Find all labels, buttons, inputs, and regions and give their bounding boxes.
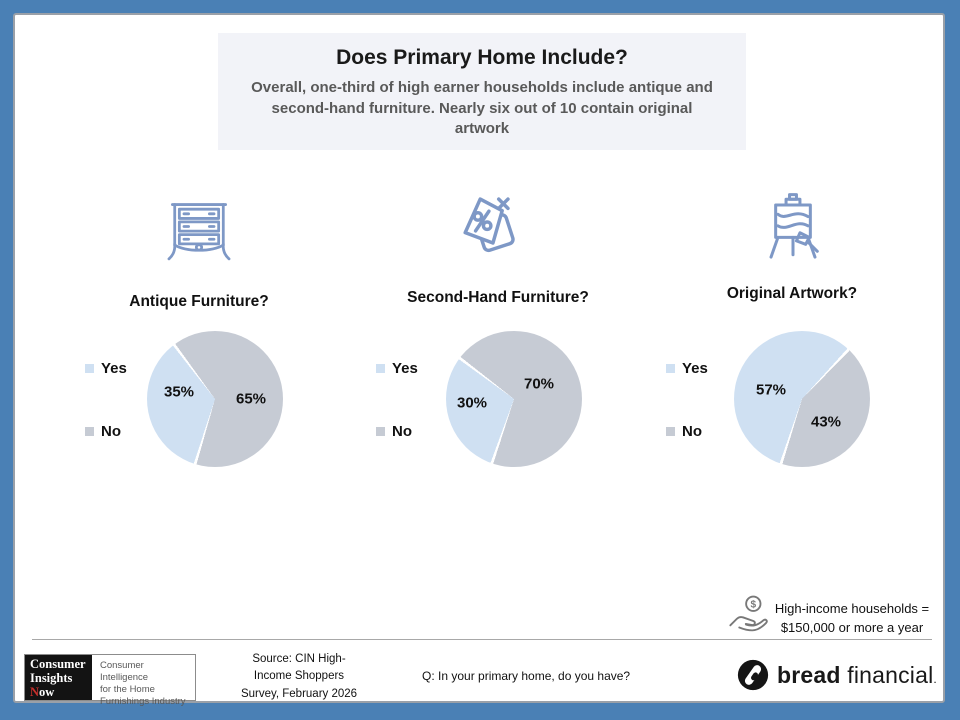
cin-logo-wordmark: Consumer Insights Now bbox=[25, 655, 92, 700]
consumer-insights-now-logo: Consumer Insights Now Consumer Intellige… bbox=[24, 654, 196, 707]
legend-item-yes: Yes bbox=[85, 360, 127, 377]
bread-financial-logo: bread financial. bbox=[737, 659, 937, 691]
legend-item-yes: Yes bbox=[376, 360, 418, 377]
easel-icon bbox=[756, 190, 830, 264]
legend-label-no: No bbox=[392, 423, 412, 440]
chart-title-antique: Antique Furniture? bbox=[129, 293, 269, 310]
pie-label-yes: 57% bbox=[755, 381, 787, 399]
cin-logo-tagline: Consumer Intelligence for the Home Furni… bbox=[100, 660, 186, 707]
footer-divider bbox=[32, 639, 932, 640]
bread-financial-wordmark: bread financial. bbox=[777, 661, 937, 688]
dresser-icon bbox=[162, 193, 236, 267]
legend-swatch-no bbox=[666, 427, 675, 436]
pie-label-no: 43% bbox=[810, 413, 842, 431]
legend-swatch-no bbox=[85, 427, 94, 436]
legend-swatch-yes bbox=[666, 364, 675, 373]
pie-chart-antique bbox=[147, 331, 283, 467]
page-subtitle: Overall, one-third of high earner househ… bbox=[251, 79, 713, 138]
slide-content: Does Primary Home Include? Overall, one-… bbox=[13, 13, 945, 707]
pie-chart-secondhand bbox=[446, 331, 582, 467]
legend-swatch-yes bbox=[85, 364, 94, 373]
legend-swatch-no bbox=[376, 427, 385, 436]
legend-swatch-yes bbox=[376, 364, 385, 373]
svg-text:$: $ bbox=[751, 599, 757, 610]
pie-label-no: 65% bbox=[235, 390, 267, 408]
page-title: Does Primary Home Include? bbox=[336, 46, 628, 69]
legend-label-no: No bbox=[682, 423, 702, 440]
legend-label-yes: Yes bbox=[682, 360, 708, 377]
legend-item-no: No bbox=[376, 423, 412, 440]
pie-label-no: 70% bbox=[523, 375, 555, 393]
pie-label-yes: 35% bbox=[163, 383, 195, 401]
high-income-note: High-income households = $150,000 or mor… bbox=[774, 601, 930, 635]
legend-label-yes: Yes bbox=[101, 360, 127, 377]
source-text: Source: CIN High- Income Shoppers Survey… bbox=[240, 653, 358, 700]
chart-title-artwork: Original Artwork? bbox=[726, 285, 858, 302]
legend-item-no: No bbox=[85, 423, 121, 440]
legend-label-yes: Yes bbox=[392, 360, 418, 377]
survey-question: Q: In your primary home, do you have? bbox=[422, 669, 631, 683]
header-box: Does Primary Home Include? Overall, one-… bbox=[218, 33, 746, 150]
bread-financial-icon bbox=[737, 659, 769, 691]
chart-title-secondhand: Second-Hand Furniture? bbox=[407, 289, 589, 306]
legend-item-no: No bbox=[666, 423, 702, 440]
hand-dollar-icon: $ bbox=[726, 593, 772, 639]
legend-label-no: No bbox=[101, 423, 121, 440]
price-tags-icon bbox=[449, 191, 523, 265]
legend-item-yes: Yes bbox=[666, 360, 708, 377]
pie-label-yes: 30% bbox=[456, 394, 488, 412]
pie-chart-artwork bbox=[734, 331, 870, 467]
